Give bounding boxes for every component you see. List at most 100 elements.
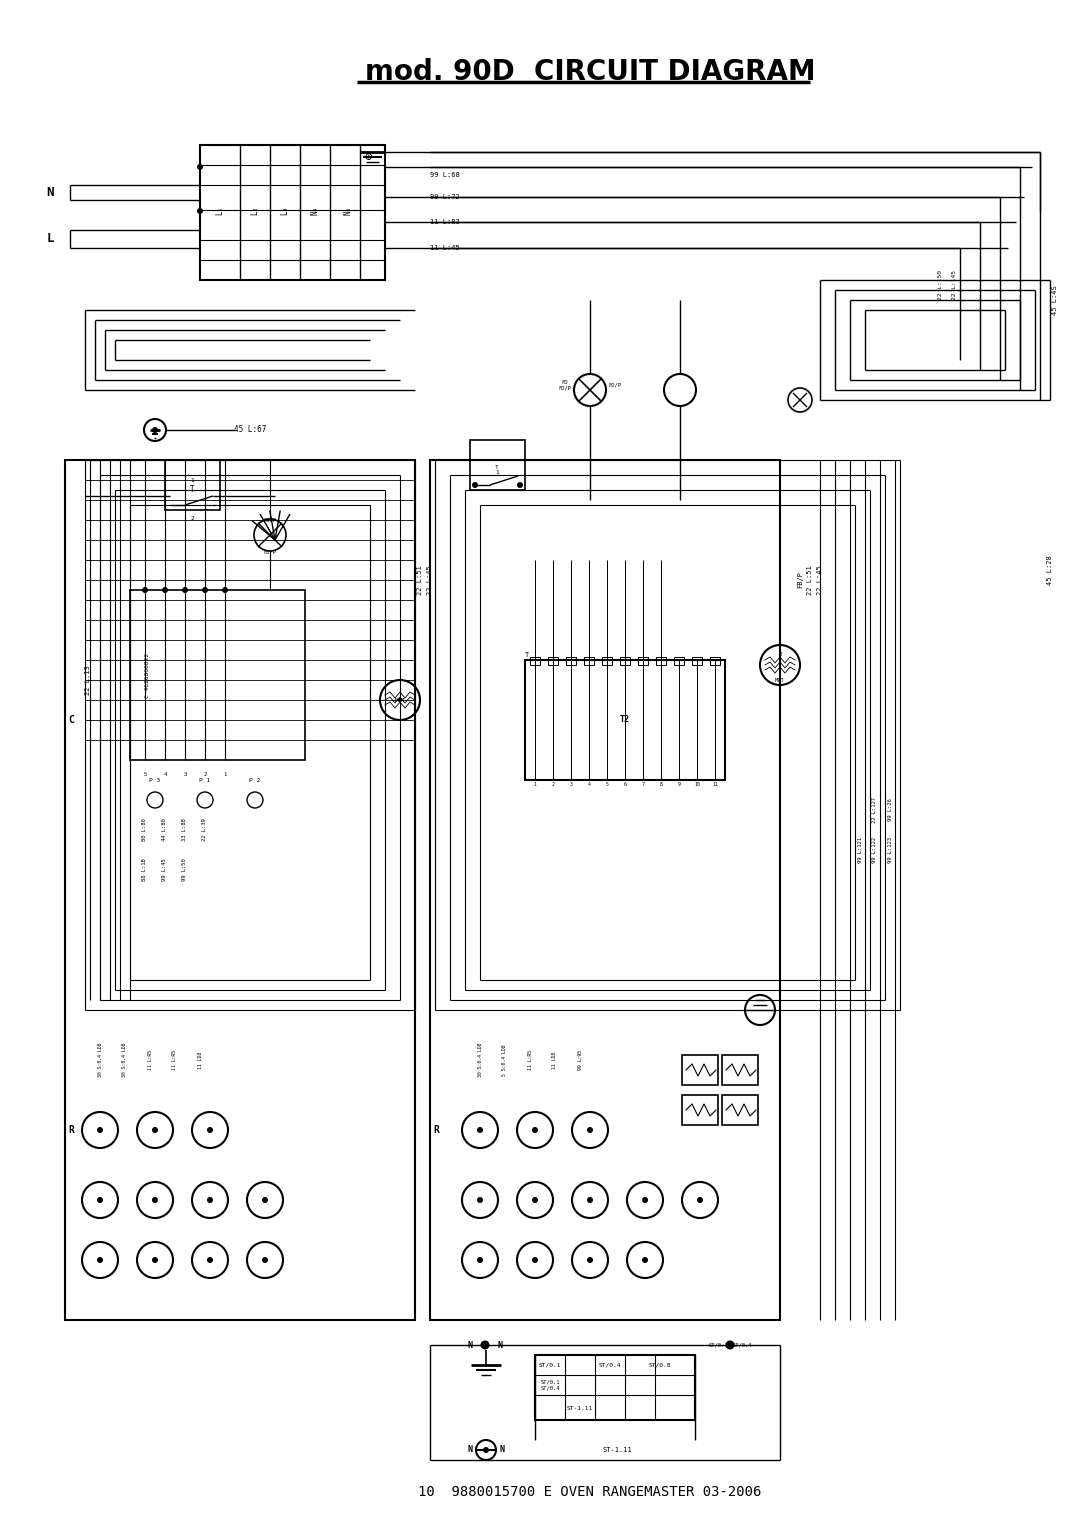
Text: 99 L:123: 99 L:123: [888, 837, 892, 863]
Text: P 2: P 2: [249, 778, 260, 782]
Text: 11 L:83: 11 L:83: [430, 219, 460, 225]
Text: N: N: [468, 1340, 473, 1349]
Text: T: T: [525, 652, 529, 659]
Text: 4: 4: [588, 782, 591, 787]
Bar: [584, 657, 594, 665]
Text: P 1: P 1: [200, 778, 211, 782]
Bar: [620, 657, 630, 665]
Text: ST/0.4: ST/0.4: [732, 1343, 752, 1348]
Circle shape: [97, 1128, 103, 1132]
Text: 80 L:80: 80 L:80: [143, 819, 148, 842]
Text: 22 L:127: 22 L:127: [873, 798, 877, 824]
Text: 22 L:45: 22 L:45: [816, 565, 823, 594]
Circle shape: [472, 481, 478, 487]
Circle shape: [183, 587, 188, 593]
Text: 9: 9: [677, 782, 680, 787]
Circle shape: [152, 1196, 158, 1203]
Text: T
1: T 1: [495, 465, 499, 475]
Text: 2: 2: [203, 773, 206, 778]
Text: R: R: [68, 1125, 73, 1135]
Text: 11 L:45: 11 L:45: [430, 244, 460, 251]
Circle shape: [222, 587, 228, 593]
Text: 45 L:67: 45 L:67: [233, 425, 266, 434]
Bar: [548, 657, 558, 665]
Text: 6: 6: [623, 782, 626, 787]
Text: 10: 10: [694, 782, 700, 787]
Circle shape: [207, 1128, 213, 1132]
Bar: [681, 1054, 718, 1085]
Circle shape: [97, 1196, 103, 1203]
Text: 3: 3: [184, 773, 187, 778]
Bar: [530, 657, 540, 665]
Text: FD
FD/P: FD FD/P: [558, 379, 571, 390]
Text: 99 L:72: 99 L:72: [430, 194, 460, 200]
Text: 99 L:121: 99 L:121: [858, 837, 863, 863]
Bar: [65, 460, 415, 1320]
Circle shape: [207, 1258, 213, 1264]
Text: 5 S:0.4 LD8: 5 S:0.4 LD8: [502, 1044, 508, 1076]
Text: 8: 8: [660, 782, 662, 787]
Text: 22 L:145: 22 L:145: [953, 270, 958, 299]
Text: 22 L:13: 22 L:13: [85, 665, 91, 695]
Bar: [566, 657, 576, 665]
Circle shape: [483, 1447, 489, 1453]
Text: MVT: MVT: [394, 697, 406, 703]
Text: 1: 1: [190, 477, 194, 483]
Circle shape: [141, 587, 148, 593]
Text: 5: 5: [606, 782, 608, 787]
Circle shape: [202, 587, 208, 593]
Text: ST-1.11: ST-1.11: [603, 1447, 632, 1453]
Bar: [200, 145, 384, 280]
Text: ST/0.1
ST/0.4: ST/0.1 ST/0.4: [540, 1380, 559, 1390]
Bar: [656, 657, 666, 665]
Text: FD/P: FD/P: [264, 550, 276, 555]
Circle shape: [588, 1196, 593, 1203]
Text: ⊕: ⊕: [364, 150, 372, 163]
Text: mod. 90D  CIRCUIT DIAGRAM: mod. 90D CIRCUIT DIAGRAM: [365, 58, 815, 86]
Text: L₂: L₂: [251, 205, 259, 214]
Text: 44 L:80: 44 L:80: [162, 819, 167, 842]
Text: 4: 4: [163, 773, 166, 778]
Bar: [723, 1096, 758, 1125]
Text: T2: T2: [620, 715, 630, 724]
Text: ST/0.1: ST/0.1: [539, 1363, 562, 1368]
Text: 99 L:68: 99 L:68: [430, 173, 460, 177]
Text: 1: 1: [534, 782, 537, 787]
Text: 2: 2: [190, 515, 194, 521]
Text: 22 L:39: 22 L:39: [203, 819, 207, 842]
Text: 22 L:51: 22 L:51: [417, 565, 423, 594]
Circle shape: [642, 1196, 648, 1203]
Bar: [430, 460, 780, 1320]
Text: ST-1.11: ST-1.11: [567, 1406, 593, 1410]
Text: FB/P: FB/P: [797, 571, 804, 588]
Text: 11 LD8: 11 LD8: [198, 1051, 203, 1068]
Circle shape: [197, 208, 203, 214]
Circle shape: [481, 1340, 489, 1349]
Text: N₅: N₅: [343, 205, 352, 214]
Text: 99 L:45: 99 L:45: [162, 859, 167, 882]
Text: 2: 2: [778, 652, 782, 657]
Circle shape: [97, 1258, 103, 1264]
Text: 5: 5: [144, 773, 147, 778]
Text: 22 L:150: 22 L:150: [937, 270, 943, 299]
Bar: [681, 1096, 718, 1125]
Circle shape: [477, 1258, 483, 1264]
Bar: [470, 440, 525, 490]
Bar: [710, 657, 720, 665]
Text: 30 S:0.4 LD8: 30 S:0.4 LD8: [122, 1042, 127, 1077]
Text: N: N: [498, 1340, 502, 1349]
Text: 88 L:1B: 88 L:1B: [143, 859, 148, 882]
Text: 11 L:R5: 11 L:R5: [173, 1050, 177, 1070]
Text: C: C: [68, 715, 73, 724]
Bar: [602, 657, 612, 665]
Text: L₁: L₁: [216, 205, 225, 214]
Circle shape: [532, 1258, 538, 1264]
Text: N: N: [468, 1445, 473, 1455]
Circle shape: [532, 1128, 538, 1132]
Bar: [723, 1054, 758, 1085]
Text: 30 S:0.4 LD8: 30 S:0.4 LD8: [477, 1042, 483, 1077]
Circle shape: [517, 481, 523, 487]
Circle shape: [532, 1196, 538, 1203]
Bar: [638, 657, 648, 665]
Text: 11 L:R5: 11 L:R5: [527, 1050, 532, 1070]
